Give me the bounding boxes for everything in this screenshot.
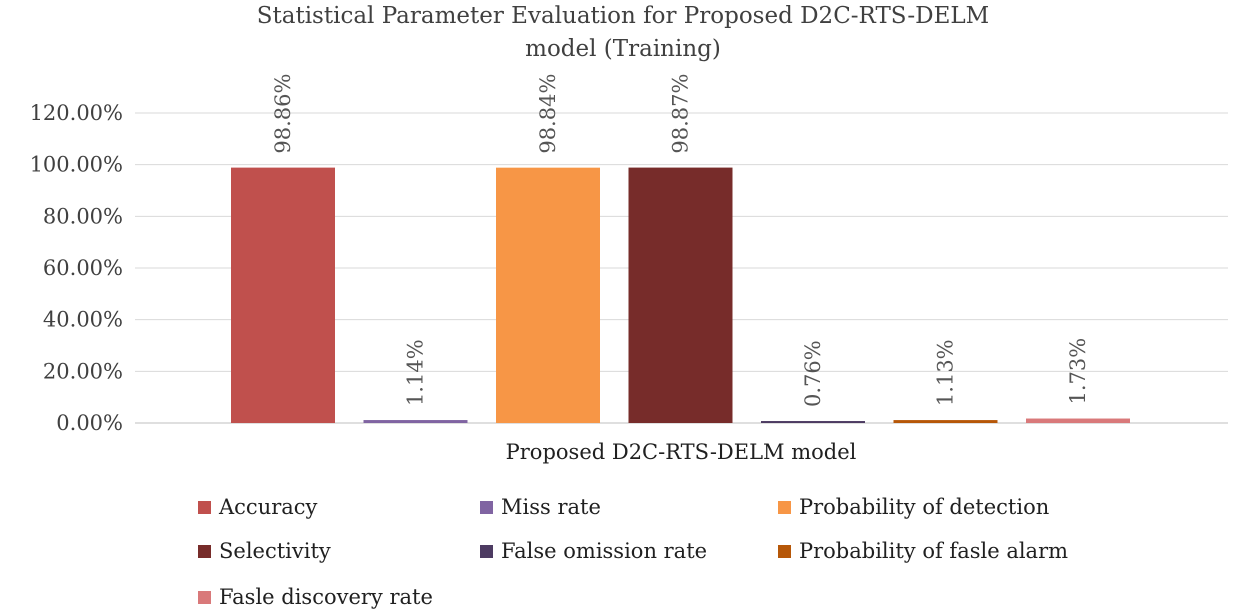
bar-accuracy <box>231 167 335 423</box>
legend-item: Probability of detection <box>778 492 1049 522</box>
data-label: 1.14% <box>404 339 428 406</box>
data-label: 0.76% <box>801 340 825 407</box>
y-tick-label: 60.00% <box>43 256 123 280</box>
bar-false-omission-rate <box>761 421 865 423</box>
legend-swatch <box>480 500 493 514</box>
data-label: 98.86% <box>271 74 295 154</box>
bars <box>231 167 1130 423</box>
data-label: 1.73% <box>1066 338 1090 405</box>
legend-item: Probability of fasle alarm <box>778 536 1068 566</box>
y-axis: 0.00% 20.00% 40.00% 60.00% 80.00% 100.00% 120.… <box>30 101 123 435</box>
legend-label: False omission rate <box>501 539 708 563</box>
legend-swatch <box>198 544 211 558</box>
legend-swatch <box>198 500 211 514</box>
chart-title-line-2: model (Training) <box>525 36 721 62</box>
y-tick-label: 0.00% <box>56 411 123 435</box>
bar-miss-rate <box>363 420 468 423</box>
y-tick-label: 80.00% <box>43 204 123 228</box>
legend-swatch <box>778 500 791 514</box>
legend-label: Miss rate <box>501 495 601 519</box>
chart-title-line-1: Statistical Parameter Evaluation for Pro… <box>257 3 990 29</box>
legend-item: Fasle discovery rate <box>198 582 433 612</box>
legend-swatch <box>198 590 211 604</box>
y-tick-label: 40.00% <box>43 308 123 332</box>
legend-label: Probability of detection <box>799 495 1050 519</box>
legend-label: Accuracy <box>219 495 318 519</box>
bar-fasle-discovery-rate <box>1026 418 1130 423</box>
legend-swatch <box>778 544 791 558</box>
y-tick-label: 20.00% <box>43 359 123 383</box>
legend-label: Probability of fasle alarm <box>799 539 1069 563</box>
legend-label: Fasle discovery rate <box>219 585 433 609</box>
legend-item: Selectivity <box>198 536 331 566</box>
bar-probability-of-detection <box>496 167 600 423</box>
x-category-label: Proposed D2C-RTS-DELM model <box>506 440 857 464</box>
legend-label: Selectivity <box>219 539 331 563</box>
legend-item: Miss rate <box>480 492 601 522</box>
legend-swatch <box>480 544 493 558</box>
y-tick-label: 120.00% <box>30 101 123 125</box>
bar-selectivity <box>628 167 733 423</box>
chart-title: Statistical Parameter Evaluation for Pro… <box>257 3 990 62</box>
legend-item: False omission rate <box>480 536 707 566</box>
y-tick-label: 100.00% <box>30 153 123 177</box>
data-label: 1.13% <box>934 339 958 406</box>
data-label: 98.84% <box>536 74 560 154</box>
legend-item: Accuracy <box>198 492 317 522</box>
bar-probability-of-fasle-alarm <box>893 420 998 423</box>
data-labels: 98.86% 1.14% 98.84% 98.87% 0.76% 1.13% 1.73% <box>271 74 1090 408</box>
data-label: 98.87% <box>669 74 693 154</box>
